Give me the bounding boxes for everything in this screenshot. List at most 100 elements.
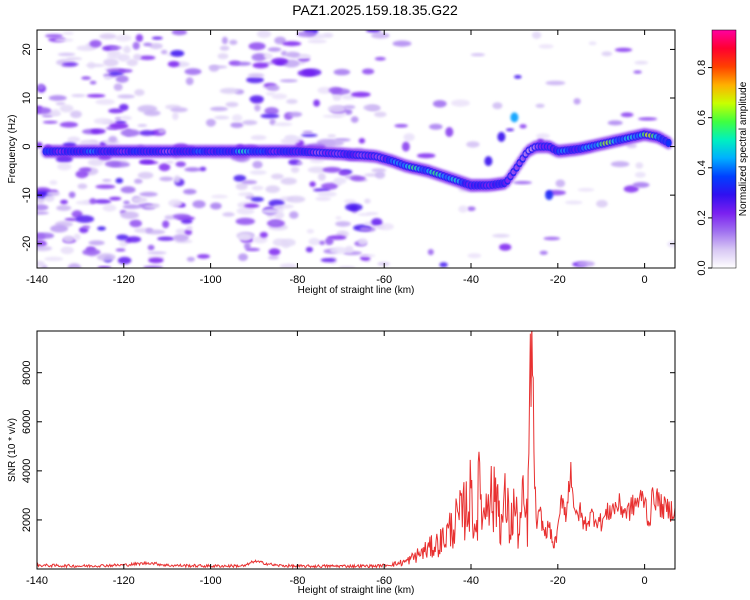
spectrogram-noise-blob xyxy=(244,203,260,208)
colorbar-tick-label: 0.6 xyxy=(696,110,708,125)
spectrogram-noise-blob xyxy=(285,51,301,58)
spectrogram-noise-blob xyxy=(260,113,280,119)
spectrogram-noise-blob xyxy=(268,255,279,260)
spectrogram-noise-blob xyxy=(57,162,72,171)
spectrogram-noise-blob xyxy=(259,231,268,238)
spectrogram-noise-blob xyxy=(514,75,522,79)
spectrogram-noise-blob xyxy=(87,159,104,166)
spectrogram-noise-blob xyxy=(210,106,228,112)
x-tick-label: -20 xyxy=(550,575,566,587)
colorbar-gradient xyxy=(712,30,736,268)
spectrogram-noise-blob xyxy=(56,205,72,211)
spectrogram-noise-blob xyxy=(211,194,228,199)
spectrogram-noise-blob xyxy=(274,36,286,45)
spectrogram-noise-blob xyxy=(332,94,342,101)
spectrogram-noise-blob xyxy=(351,91,371,98)
spectrogram-noise-blob xyxy=(64,217,78,222)
spectrogram-noise-blob xyxy=(246,76,264,84)
spectrogram-noise-blob xyxy=(266,84,280,92)
spectrogram-noise-blob xyxy=(564,200,583,205)
spectrogram-noise-blob xyxy=(225,101,239,108)
spectrogram-noise-blob xyxy=(492,102,503,110)
snr-x-axis-title: Height of straight line (km) xyxy=(298,585,415,596)
spectrogram-noise-blob xyxy=(119,103,129,111)
spectrogram-noise-blob xyxy=(55,101,66,106)
spectrogram-noise-blob xyxy=(37,107,52,115)
spectrogram-noise-blob xyxy=(129,219,142,228)
x-tick-label: -100 xyxy=(200,274,222,286)
spectrogram-noise-blob xyxy=(170,107,188,113)
snr-series-line xyxy=(37,331,675,569)
spectrogram-noise-blob xyxy=(219,45,230,51)
spectrogram-noise-blob xyxy=(37,232,46,241)
spectrogram-noise-blob xyxy=(305,246,313,253)
spectrogram-noise-blob xyxy=(375,171,386,179)
spectrogram-noise-blob xyxy=(610,161,630,168)
spectrogram-noise-blob xyxy=(123,200,130,205)
spectrogram-noise-blob xyxy=(233,174,247,182)
ridge-side-lobe xyxy=(445,127,454,137)
page-title: PAZ1.2025.159.18.35.G22 xyxy=(292,2,458,18)
spectrogram-noise-blob xyxy=(46,191,60,197)
spectrogram-noise-blob xyxy=(90,128,106,134)
spectrogram-noise-blob xyxy=(245,247,260,252)
spectrogram-noise-blob xyxy=(175,228,187,234)
spectrogram-noise-blob xyxy=(264,107,279,115)
spectrogram-noise-blob xyxy=(60,199,68,205)
spectrogram-noise-blob xyxy=(108,135,118,143)
spectrogram-noise-blob xyxy=(93,199,112,204)
spectrogram-noise-blob xyxy=(626,143,637,149)
spectrogram-noise-blob xyxy=(115,248,126,252)
spectrogram-noise-blob xyxy=(62,31,74,35)
spectrogram-noise-blob xyxy=(315,196,332,201)
spectrogram-noise-blob xyxy=(109,45,122,50)
spectrogram-background-noise xyxy=(37,30,675,268)
spectrogram-noise-blob xyxy=(37,260,45,268)
spectrogram-noise-blob xyxy=(623,185,639,193)
spectrogram-noise-blob xyxy=(301,133,318,137)
spectrogram-noise-blob xyxy=(51,109,61,117)
spectrogram-noise-blob xyxy=(286,99,298,104)
spectrogram-noise-blob xyxy=(272,205,281,210)
spectrogram-noise-blob xyxy=(171,213,191,220)
spectrogram-noise-blob xyxy=(588,41,597,46)
spectrogram-noise-blob xyxy=(89,80,97,85)
spectrogram-noise-blob xyxy=(115,177,124,184)
spectrogram-noise-blob xyxy=(638,117,658,121)
spectrogram-noise-blob xyxy=(37,83,45,90)
y-tick-label: -20 xyxy=(21,236,33,252)
spectrogram-noise-blob xyxy=(122,204,141,209)
spectrogram-noise-blob xyxy=(247,73,265,78)
spectrogram-noise-blob xyxy=(82,248,101,256)
x-tick-label: -20 xyxy=(550,274,566,286)
spectrogram-noise-blob xyxy=(164,215,174,220)
spectrogram-noise-blob xyxy=(232,114,243,122)
spectrogram-noise-blob xyxy=(322,166,342,173)
spectrogram-noise-blob xyxy=(374,56,386,61)
spectrogram-noise-blob xyxy=(124,128,132,137)
colorbar-tick-label: 0.0 xyxy=(696,260,708,275)
spectrogram-noise-blob xyxy=(167,61,180,68)
spectrogram-noise-blob xyxy=(120,211,139,219)
spectrogram-noise-blob xyxy=(37,211,49,215)
x-tick-label: -60 xyxy=(376,575,392,587)
spectrogram-noise-blob xyxy=(126,59,138,67)
spectrogram-noise-blob xyxy=(115,75,129,83)
spectrogram-noise-blob xyxy=(77,183,88,190)
spectrogram-noise-blob xyxy=(633,70,642,74)
spectrogram-noise-blob xyxy=(205,118,216,127)
spectrogram-noise-blob xyxy=(394,124,409,128)
spectrogram-noise-blob xyxy=(139,55,156,61)
spectrogram-noise-blob xyxy=(335,216,342,220)
spectrogram-noise-blob xyxy=(272,238,287,247)
spectrogram-noise-blob xyxy=(620,112,634,118)
spectrogram-noise-blob xyxy=(210,202,222,210)
spectrogram-noise-blob xyxy=(76,45,96,51)
spectrogram-noise-blob xyxy=(296,161,303,166)
spectrogram-noise-blob xyxy=(44,256,64,262)
spectrogram-noise-blob xyxy=(67,136,81,143)
snr-y-axis-title: SNR (10 * v/v) xyxy=(7,418,18,482)
spectrogram-noise-blob xyxy=(338,170,351,176)
spectrogram-noise-blob xyxy=(57,52,76,57)
spectrogram-noise-blob xyxy=(117,94,135,99)
